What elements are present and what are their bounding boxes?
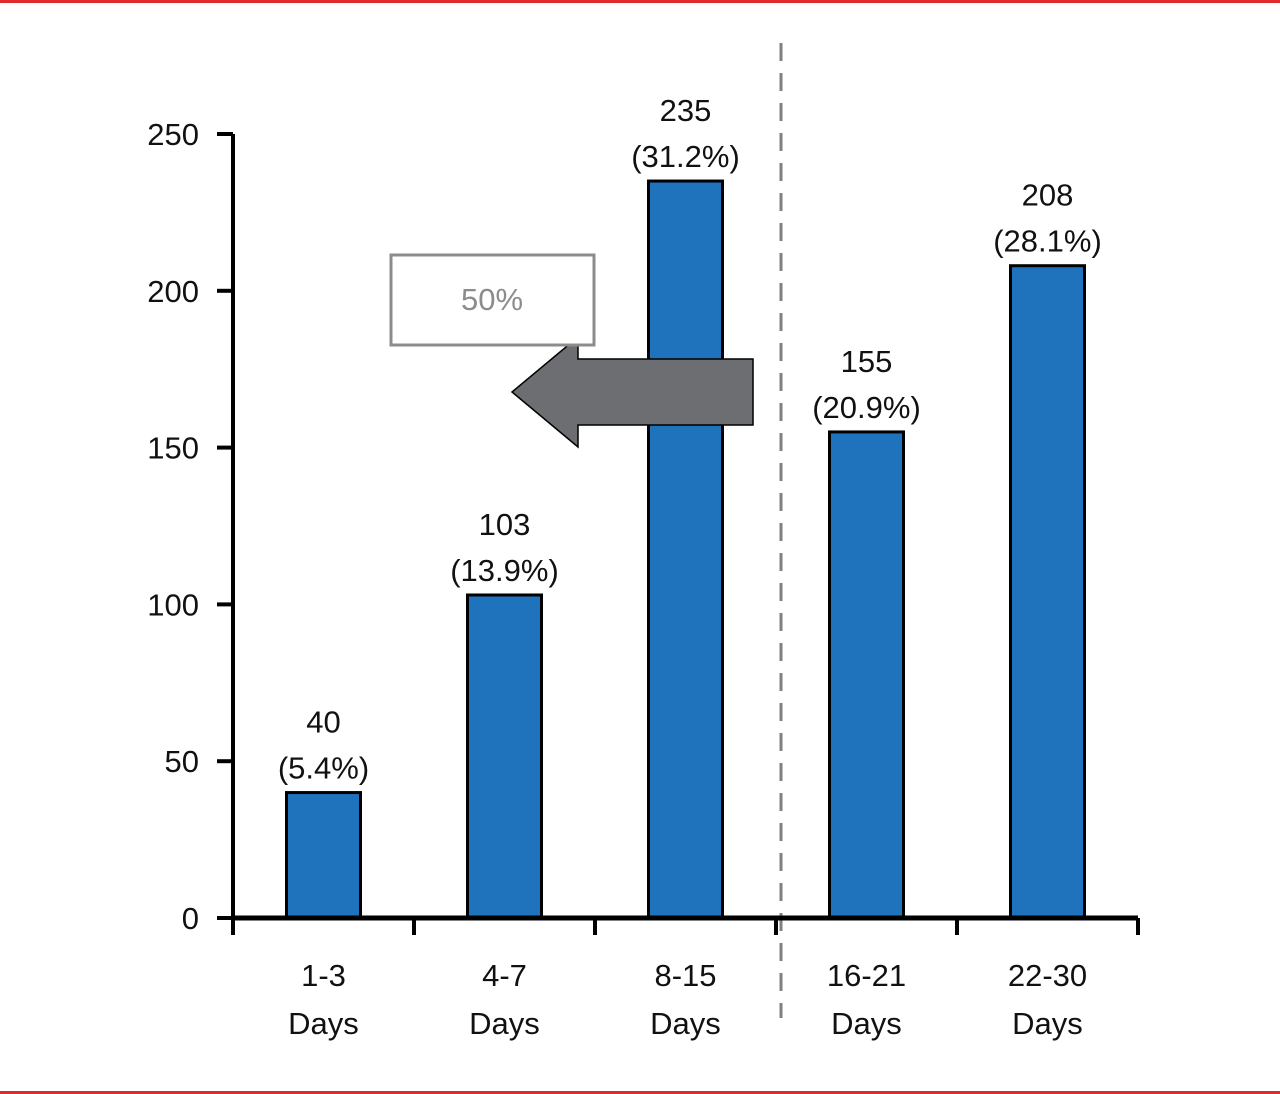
y-tick-label: 100 <box>147 587 199 622</box>
bars-group <box>285 179 1086 920</box>
x-tick-label: Days <box>650 1006 721 1041</box>
bar-value-label: 208 <box>1022 178 1074 213</box>
x-tick-label: Days <box>288 1006 359 1041</box>
x-tick-labels-group: 1-3 Days 4-7 Days 8-15 Days 16-21 Days 22-30 Days <box>288 958 1087 1041</box>
bar <box>1009 264 1086 920</box>
bar-percent-label: (20.9%) <box>812 390 921 425</box>
annotation-group: 50% <box>389 253 754 449</box>
bar-percent-label: (31.2%) <box>631 139 740 174</box>
y-tick-label: 150 <box>147 431 199 466</box>
annotation-box <box>389 253 596 347</box>
value-labels-group: 40 (5.4%) 103 (13.9%) 235 (31.2%) 155 (20.9%) 20… <box>278 93 1102 786</box>
bar-percent-label: (13.9%) <box>450 553 559 588</box>
x-tick-label: 22-30 <box>1008 958 1087 993</box>
x-tick-label: 1-3 <box>301 958 346 993</box>
bar-chart: 40 (5.4%) 103 (13.9%) 235 (31.2%) 155 (20.9%) 20… <box>147 43 1140 1041</box>
bar <box>828 430 905 920</box>
bar <box>466 593 543 920</box>
x-tick-label: 4-7 <box>482 958 527 993</box>
left-arrow-icon <box>510 335 754 449</box>
x-tick-label: Days <box>469 1006 540 1041</box>
bar <box>647 179 724 920</box>
x-tick-label: 16-21 <box>827 958 906 993</box>
bar-value-label: 40 <box>306 705 340 740</box>
bar-value-label: 235 <box>660 93 712 128</box>
axes-group: 0 50 100 150 200 250 <box>147 117 1140 936</box>
y-tick-label: 0 <box>182 901 199 936</box>
bar-value-label: 103 <box>479 507 531 542</box>
x-tick-label: Days <box>831 1006 902 1041</box>
y-tick-label: 50 <box>165 744 199 779</box>
x-tick-label: 8-15 <box>654 958 716 993</box>
annotation-label: 50% <box>461 282 523 317</box>
y-tick-label: 250 <box>147 117 199 152</box>
bar-value-label: 155 <box>841 344 893 379</box>
y-tick-label: 200 <box>147 274 199 309</box>
bar <box>285 791 362 920</box>
x-tick-label: Days <box>1012 1006 1083 1041</box>
bar-percent-label: (28.1%) <box>993 224 1102 259</box>
bar-percent-label: (5.4%) <box>278 751 369 786</box>
